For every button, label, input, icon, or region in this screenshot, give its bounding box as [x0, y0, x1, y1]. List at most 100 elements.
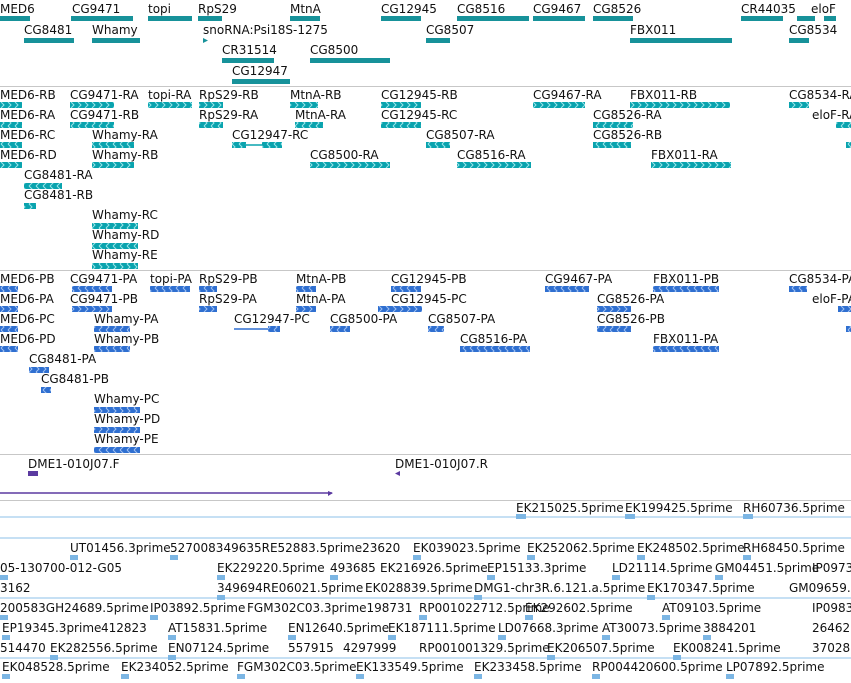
transcript-label[interactable]: Whamy-RB — [92, 148, 158, 162]
est-feature[interactable] — [592, 674, 600, 679]
est-feature[interactable] — [647, 595, 655, 600]
transcript-label[interactable]: MED6-RC — [0, 128, 55, 142]
est-label[interactable]: LD07668.3prime — [498, 621, 599, 635]
transcript-label[interactable]: MED6-RB — [0, 88, 56, 102]
protein-feature[interactable] — [0, 346, 18, 352]
protein-feature[interactable] — [296, 286, 316, 292]
clone-end-marker[interactable] — [395, 471, 400, 476]
est-feature[interactable] — [168, 635, 176, 640]
est-feature[interactable] — [356, 674, 364, 679]
protein-feature[interactable] — [391, 286, 421, 292]
transcript-feature[interactable] — [24, 183, 62, 189]
protein-feature[interactable] — [0, 306, 18, 312]
est-label[interactable]: GM04451.5prime — [715, 561, 819, 575]
est-label[interactable]: 3162 — [0, 581, 31, 595]
est-label[interactable]: FGM302C03.5prime — [237, 660, 357, 674]
transcript-label[interactable]: CG12947-RC — [232, 128, 308, 142]
transcript-feature[interactable] — [92, 142, 134, 148]
est-label[interactable]: EN12640.5prime — [288, 621, 389, 635]
est-label[interactable]: RH60736.5prime — [743, 501, 845, 515]
est-label[interactable]: RP001001329.5prime — [419, 641, 550, 655]
protein-label[interactable]: MED6-PA — [0, 292, 55, 306]
protein-feature[interactable] — [29, 367, 49, 373]
gene-feature[interactable] — [457, 16, 529, 21]
est-feature[interactable] — [168, 655, 176, 660]
clone-end-marker[interactable] — [28, 471, 38, 476]
est-feature[interactable] — [330, 575, 338, 580]
est-label[interactable]: EK216926.5prime — [380, 561, 488, 575]
gene-feature[interactable] — [381, 16, 421, 21]
gene-label[interactable]: CR44035 — [741, 2, 796, 16]
protein-feature[interactable] — [150, 286, 190, 292]
transcript-label[interactable]: eloF-RA — [812, 108, 851, 122]
transcript-feature[interactable] — [0, 162, 22, 168]
gene-feature[interactable] — [789, 38, 809, 43]
est-label[interactable]: FGM302C03.3prime198731 — [247, 601, 412, 615]
est-label[interactable]: EK229220.5prime — [217, 561, 325, 575]
gene-label[interactable]: CG12947 — [232, 64, 288, 78]
transcript-feature[interactable] — [381, 122, 421, 128]
protein-label[interactable]: CG9471-PB — [70, 292, 138, 306]
transcript-feature[interactable] — [426, 142, 450, 148]
est-label[interactable]: EK048528.5prime — [2, 660, 110, 674]
est-label[interactable]: RH68450.5prime — [743, 541, 845, 555]
est-label[interactable]: 37028 — [812, 641, 850, 655]
transcript-label[interactable]: CG8481-RB — [24, 188, 93, 202]
gene-feature[interactable] — [0, 16, 30, 21]
gene-feature[interactable] — [426, 38, 450, 43]
transcript-feature[interactable] — [651, 162, 731, 168]
gene-feature[interactable] — [203, 38, 208, 43]
est-feature[interactable] — [637, 555, 645, 560]
protein-feature[interactable] — [378, 306, 422, 312]
clone-label[interactable]: DME1-010J07.R — [395, 457, 488, 471]
protein-label[interactable]: FBX011-PB — [653, 272, 719, 286]
protein-label[interactable]: CG9471-PA — [70, 272, 138, 286]
transcript-feature[interactable] — [70, 122, 114, 128]
est-label[interactable]: 3884201 — [703, 621, 756, 635]
protein-feature[interactable] — [72, 286, 112, 292]
est-feature[interactable] — [715, 575, 723, 580]
est-label[interactable]: EK206507.5prime — [547, 641, 655, 655]
est-label[interactable]: EK133549.5prime — [356, 660, 464, 674]
est-label[interactable]: IP0983 — [812, 601, 851, 615]
est-label[interactable]: EK199425.5prime — [625, 501, 733, 515]
est-label[interactable]: 26462 — [812, 621, 850, 635]
est-label[interactable]: EK187111.5prime — [388, 621, 496, 635]
protein-feature[interactable] — [0, 326, 18, 332]
gene-feature[interactable] — [92, 38, 140, 43]
est-label[interactable]: EK252062.5prime — [527, 541, 635, 555]
transcript-feature[interactable] — [836, 122, 851, 128]
gene-label[interactable]: Whamy — [92, 23, 138, 37]
protein-label[interactable]: Whamy-PD — [94, 412, 160, 426]
protein-feature[interactable] — [94, 427, 140, 433]
est-feature[interactable] — [217, 595, 225, 600]
est-label[interactable]: 4297999 — [343, 641, 396, 655]
est-feature[interactable] — [288, 635, 296, 640]
protein-feature[interactable] — [597, 306, 631, 312]
est-feature[interactable] — [0, 575, 8, 580]
est-feature[interactable] — [625, 514, 635, 519]
gene-label[interactable]: CG8516 — [457, 2, 505, 16]
gene-label[interactable]: CG8481 — [24, 23, 72, 37]
transcript-feature[interactable] — [262, 142, 282, 148]
est-feature[interactable] — [70, 555, 78, 560]
transcript-label[interactable]: Whamy-RE — [92, 248, 158, 262]
est-feature[interactable] — [525, 615, 533, 620]
protein-feature[interactable] — [597, 326, 631, 332]
protein-feature[interactable] — [545, 286, 589, 292]
transcript-feature[interactable] — [0, 102, 22, 108]
est-label[interactable]: EK233458.5prime — [474, 660, 582, 674]
protein-label[interactable]: MED6-PD — [0, 332, 56, 346]
protein-label[interactable]: Whamy-PB — [94, 332, 159, 346]
transcript-label[interactable]: CG9471-RB — [70, 108, 139, 122]
est-label[interactable]: RP004420600.5prime — [592, 660, 723, 674]
transcript-label[interactable]: CG9471-RA — [70, 88, 139, 102]
est-feature[interactable] — [487, 575, 495, 580]
gene-feature[interactable] — [290, 16, 320, 21]
transcript-feature[interactable] — [630, 102, 730, 108]
est-label[interactable]: IP0973 — [812, 561, 851, 575]
protein-feature[interactable] — [460, 346, 530, 352]
est-feature[interactable] — [703, 635, 711, 640]
est-feature[interactable] — [498, 635, 506, 640]
transcript-feature[interactable] — [593, 142, 631, 148]
